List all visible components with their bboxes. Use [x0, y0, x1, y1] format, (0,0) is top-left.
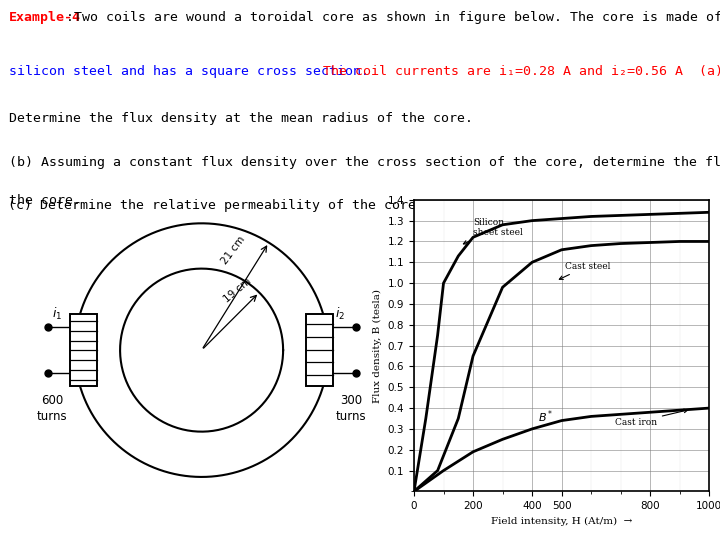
Bar — [71, 314, 97, 386]
X-axis label: Field intensity, H (At/m)  →: Field intensity, H (At/m) → — [491, 517, 632, 526]
Text: $i_1$: $i_1$ — [52, 306, 63, 322]
Text: turns: turns — [336, 410, 366, 423]
Bar — [306, 314, 333, 386]
Text: $i_2$: $i_2$ — [336, 306, 346, 322]
Text: Cast iron: Cast iron — [615, 409, 688, 427]
Text: the core.: the core. — [9, 194, 81, 207]
Text: 19 cm: 19 cm — [222, 276, 253, 305]
Text: 21 cm: 21 cm — [220, 234, 247, 266]
Bar — [71, 314, 97, 386]
Text: turns: turns — [37, 410, 68, 423]
Text: Example-4: Example-4 — [9, 11, 81, 24]
Y-axis label: Flux density, B (tesla): Flux density, B (tesla) — [373, 288, 382, 403]
Text: 300: 300 — [340, 395, 362, 408]
Bar — [306, 314, 333, 386]
Text: Cast steel: Cast steel — [559, 261, 610, 279]
Text: 600: 600 — [41, 395, 63, 408]
Text: 43: 43 — [349, 512, 371, 527]
Text: :Two coils are wound a toroidal core as shown in figure below. The core is made : :Two coils are wound a toroidal core as … — [66, 11, 720, 24]
Text: Silicon
sheet steel: Silicon sheet steel — [464, 218, 523, 244]
Text: Determine the flux density at the mean radius of the core.: Determine the flux density at the mean r… — [9, 112, 472, 125]
Text: (c) Determine the relative permeability of the core.: (c) Determine the relative permeability … — [8, 199, 424, 212]
Text: (b) Assuming a constant flux density over the cross section of the core, determi: (b) Assuming a constant flux density ove… — [9, 156, 720, 168]
Text: The coil currents are i₁=0.28 A and i₂=0.56 A  (a): The coil currents are i₁=0.28 A and i₂=0… — [307, 65, 720, 78]
Text: $B^*$: $B^*$ — [538, 408, 554, 425]
Text: silicon steel and has a square cross section.: silicon steel and has a square cross sec… — [9, 65, 369, 78]
